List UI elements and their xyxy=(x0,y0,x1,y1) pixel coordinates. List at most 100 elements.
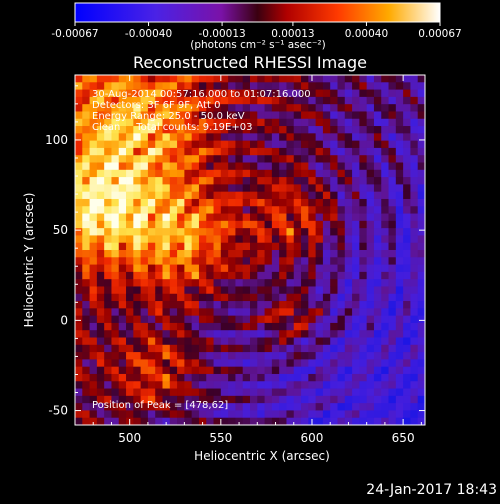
heatmap-cell xyxy=(388,162,397,171)
heatmap-cell xyxy=(177,104,185,112)
heatmap-cell xyxy=(235,184,244,193)
heatmap-cell xyxy=(198,104,207,112)
heatmap-cell xyxy=(330,96,338,105)
heatmap-cell xyxy=(198,220,207,229)
heatmap-cell xyxy=(279,359,287,368)
heatmap-cell xyxy=(198,133,207,142)
heatmap-cell xyxy=(126,111,134,120)
heatmap-cell xyxy=(279,155,287,163)
heatmap-cell xyxy=(155,75,163,83)
heatmap-cell xyxy=(322,177,331,185)
heatmap-cell xyxy=(271,286,280,295)
heatmap-cell xyxy=(381,286,389,295)
heatmap-cell xyxy=(359,315,368,324)
heatmap-cell xyxy=(308,82,317,90)
heatmap-cell xyxy=(395,198,404,207)
heatmap-cell xyxy=(162,206,171,214)
heatmap-cell xyxy=(140,111,149,120)
heatmap-cell xyxy=(352,417,360,425)
heatmap-cell xyxy=(198,250,207,258)
heatmap-cell xyxy=(206,395,214,404)
heatmap-cell xyxy=(118,133,127,142)
heatmap-cell xyxy=(220,279,229,287)
heatmap-cell xyxy=(279,403,287,411)
heatmap-cell xyxy=(315,169,324,178)
heatmap-cell xyxy=(366,271,375,280)
heatmap-cell xyxy=(133,315,142,324)
heatmap-cell xyxy=(126,118,134,127)
heatmap-cell xyxy=(169,75,178,83)
heatmap-cell xyxy=(89,403,98,411)
heatmap-cell xyxy=(315,250,324,258)
heatmap-cell xyxy=(359,330,368,338)
heatmap-cell xyxy=(359,242,368,251)
heatmap-cell xyxy=(352,213,360,222)
heatmap-cell xyxy=(293,198,302,207)
heatmap-cell xyxy=(264,184,273,193)
heatmap-cell xyxy=(228,381,236,389)
heatmap-cell xyxy=(366,410,375,419)
heatmap-cell xyxy=(373,140,382,149)
heatmap-cell xyxy=(155,381,163,389)
heatmap-cell xyxy=(308,242,317,251)
heatmap-cell xyxy=(293,89,302,98)
heatmap-cell xyxy=(322,111,331,120)
heatmap-cell xyxy=(373,118,382,127)
heatmap-cell xyxy=(242,155,251,163)
heatmap-cell xyxy=(118,366,127,375)
heatmap-cell xyxy=(381,104,389,112)
heatmap-cell xyxy=(322,191,331,200)
heatmap-cell xyxy=(344,293,353,302)
heatmap-cell xyxy=(184,220,193,229)
heatmap-cell xyxy=(111,271,120,280)
heatmap-cell xyxy=(286,191,295,200)
heatmap-cell xyxy=(228,322,236,331)
heatmap-cell xyxy=(315,344,324,353)
heatmap-cell xyxy=(118,395,127,404)
heatmap-cell xyxy=(162,191,171,200)
heatmap-cell xyxy=(191,301,200,309)
heatmap-cell xyxy=(82,381,90,389)
heatmap-cell xyxy=(257,184,265,193)
heatmap-cell xyxy=(279,104,287,112)
heatmap-cell xyxy=(118,191,127,200)
heatmap-cell xyxy=(104,155,112,163)
heatmap-cell xyxy=(96,388,105,397)
heatmap-cell xyxy=(417,147,425,156)
heatmap-cell xyxy=(104,235,112,244)
heatmap-cell xyxy=(184,315,193,324)
heatmap-cell xyxy=(344,250,353,258)
heatmap-cell xyxy=(206,242,214,251)
heatmap-cell xyxy=(133,366,142,375)
heatmap-cell xyxy=(191,82,200,90)
heatmap-cell xyxy=(89,169,98,178)
heatmap-cell xyxy=(184,293,193,302)
heatmap-cell xyxy=(206,82,214,90)
heatmap-cell xyxy=(366,242,375,251)
heatmap-cell xyxy=(322,213,331,222)
heatmap-cell xyxy=(104,242,112,251)
heatmap-cell xyxy=(96,242,105,251)
heatmap-cell xyxy=(220,235,229,244)
heatmap-cell xyxy=(133,89,142,98)
heatmap-cell xyxy=(322,220,331,229)
heatmap-cell xyxy=(250,279,258,287)
heatmap-cell xyxy=(242,352,251,360)
heatmap-cell xyxy=(337,104,346,112)
heatmap-cell xyxy=(235,111,244,120)
heatmap-cell xyxy=(126,169,134,178)
heatmap-cell xyxy=(162,140,171,149)
heatmap-cell xyxy=(228,301,236,309)
heatmap-cell xyxy=(118,271,127,280)
heatmap-cell xyxy=(344,184,353,193)
heatmap-cell xyxy=(75,271,83,280)
heatmap-cell xyxy=(410,184,419,193)
heatmap-cell xyxy=(344,271,353,280)
heatmap-cell xyxy=(286,111,295,120)
heatmap-cell xyxy=(177,198,185,207)
heatmap-cell xyxy=(242,213,251,222)
heatmap-cell xyxy=(344,235,353,244)
heatmap-cell xyxy=(293,322,302,331)
heatmap-cell xyxy=(301,228,309,236)
heatmap-cell xyxy=(220,206,229,214)
